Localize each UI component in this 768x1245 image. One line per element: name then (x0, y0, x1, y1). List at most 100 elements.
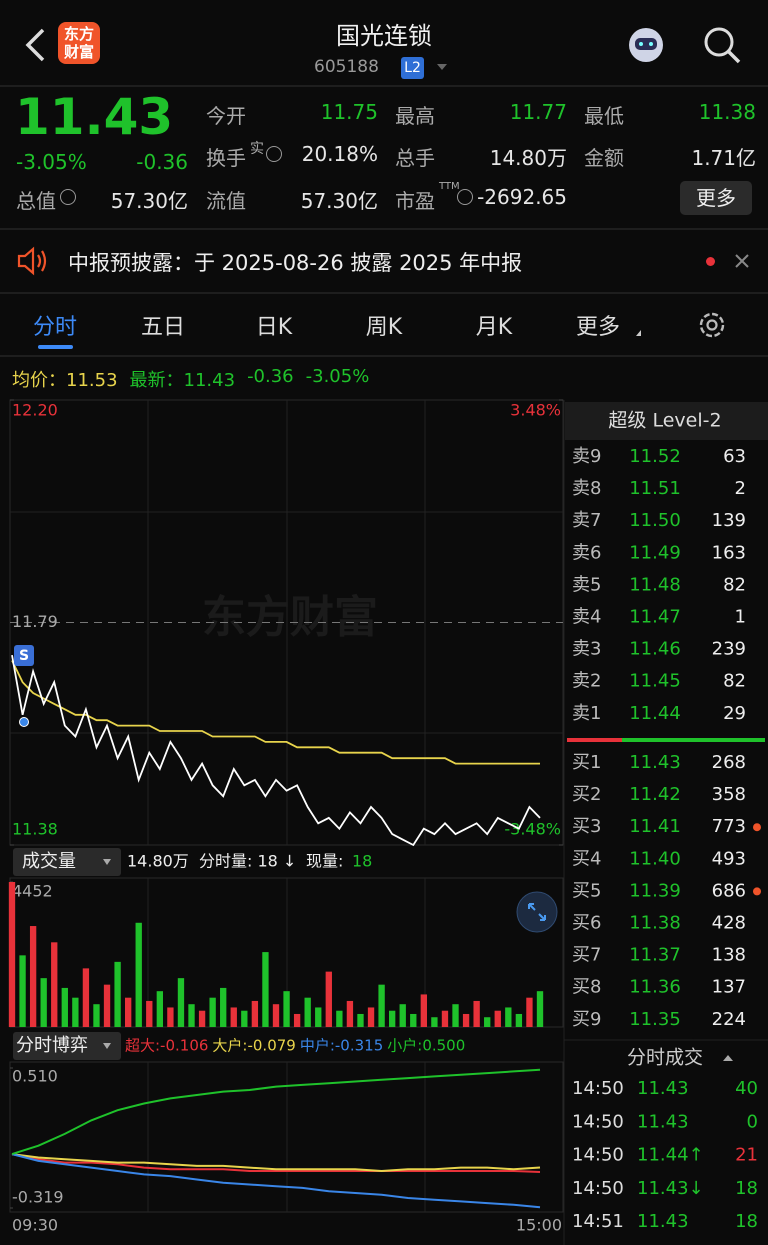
tab[interactable]: 五日 (140, 315, 185, 340)
y-tick-label: -0.319 (12, 1188, 64, 1207)
book-price: 11.42 (629, 784, 681, 805)
field-label: 市盈 (395, 189, 435, 213)
s-marker-text: S (19, 648, 29, 664)
field-label: 总值 (16, 189, 56, 213)
volume-bar (61, 987, 68, 1027)
volume-bar (293, 1013, 301, 1027)
book-price: 11.41 (629, 816, 681, 837)
book-price: 11.36 (629, 977, 681, 998)
field-label: 换手 (206, 146, 246, 170)
divider (0, 228, 768, 230)
volume-bar (515, 1013, 523, 1027)
change: -0.36 (136, 150, 188, 174)
tab[interactable]: 周K (365, 315, 403, 340)
book-volume: 1 (735, 607, 746, 628)
s-marker (14, 645, 34, 666)
tab[interactable]: 分时 (32, 315, 77, 340)
book-volume: 493 (712, 848, 746, 869)
expand-icon (528, 903, 546, 921)
back-icon[interactable] (25, 28, 45, 62)
ratio-buy (622, 738, 765, 742)
info-item: -3.05% (305, 366, 370, 387)
volume-bar (452, 1004, 459, 1027)
book-price: 11.43 (629, 752, 681, 773)
tab[interactable]: 月K (475, 315, 513, 340)
field-value: 1.71亿 (691, 146, 756, 170)
info-icon (60, 189, 76, 205)
trade-volume: 0 (747, 1111, 758, 1132)
robot-icon[interactable] (629, 28, 663, 62)
y-tick-label: 12.20 (12, 401, 58, 420)
trades-title: 分时成交 (627, 1047, 703, 1069)
sort-icon (723, 1055, 733, 1061)
book-label: 买9 (572, 1009, 601, 1030)
info-icon (457, 189, 473, 205)
volume-bar (484, 1017, 491, 1027)
level-badge: L2 (401, 57, 424, 79)
volume-bar (177, 978, 185, 1027)
speaker-icon (17, 246, 47, 276)
vol-current-label: 现量: (306, 852, 343, 871)
dropdown (103, 1043, 111, 1049)
tab[interactable]: 日K (255, 315, 293, 340)
logo (58, 22, 100, 64)
ratio-sell (567, 738, 622, 742)
expand-button (516, 891, 558, 933)
book-volume: 82 (723, 671, 746, 692)
book-label: 卖5 (572, 574, 601, 595)
book-price: 11.39 (629, 880, 681, 901)
close-icon[interactable] (734, 253, 750, 269)
volume-bar (188, 1004, 195, 1027)
flow-line (11, 1153, 541, 1209)
dropdown[interactable] (437, 64, 447, 70)
trade-price: 11.43↓ (637, 1178, 704, 1199)
book-volume: 224 (712, 1009, 746, 1030)
volume-bar (230, 1007, 237, 1027)
info-item: -0.36 (247, 366, 294, 387)
legend-entry: 小户:0.500 (387, 1037, 465, 1055)
volume-bar (388, 1010, 396, 1027)
book-label: 卖2 (572, 671, 601, 692)
field-label: 今开 (206, 104, 246, 128)
divider (0, 355, 768, 357)
volume-bar (29, 926, 37, 1027)
watermark: 东方财富 (202, 592, 378, 643)
trade-volume: 21 (735, 1145, 758, 1166)
header-icons (0, 22, 768, 87)
volume-bar (19, 955, 26, 1027)
book-volume: 137 (712, 977, 746, 998)
volume-bar (262, 952, 269, 1027)
vol-period: 分时量: 18 ↓ (199, 852, 296, 871)
volume-bar (167, 1007, 174, 1027)
field-value: 57.30亿 (300, 189, 378, 213)
vol-title: 成交量 (22, 851, 76, 872)
divider (0, 292, 768, 294)
book-volume: 138 (712, 945, 746, 966)
volume-bar (536, 991, 544, 1027)
x-tick-label: 09:30 (12, 1216, 58, 1235)
field-label: 最低 (584, 104, 624, 128)
legend-entry: 大户:-0.079 (212, 1037, 295, 1055)
price-line (11, 660, 540, 765)
tab[interactable]: 更多 (575, 315, 620, 340)
field-value: 57.30亿 (110, 189, 188, 213)
book-label: 卖4 (572, 607, 601, 628)
volume-bar (283, 991, 290, 1027)
y-tick-label: 11.79 (12, 612, 58, 631)
volume-bar (441, 1010, 449, 1027)
settings-icon[interactable] (696, 309, 728, 341)
volume-bar (315, 1007, 322, 1027)
field-label: 总手 (395, 146, 435, 170)
dropdown (636, 330, 641, 336)
more-button[interactable]: 更多 (680, 181, 752, 215)
info-item: 均价：11.53 (12, 370, 118, 391)
volume-bar (241, 1010, 248, 1027)
search-icon[interactable] (704, 27, 741, 64)
trade-time: 14:50 (572, 1111, 624, 1132)
notice-text[interactable]: 中报预披露：于 2025-08-26 披露 2025 年中报 (68, 251, 523, 275)
flow-line (11, 1153, 541, 1173)
selector (13, 1032, 121, 1060)
book-price: 11.37 (629, 945, 681, 966)
field-sup: TTM (439, 181, 460, 192)
